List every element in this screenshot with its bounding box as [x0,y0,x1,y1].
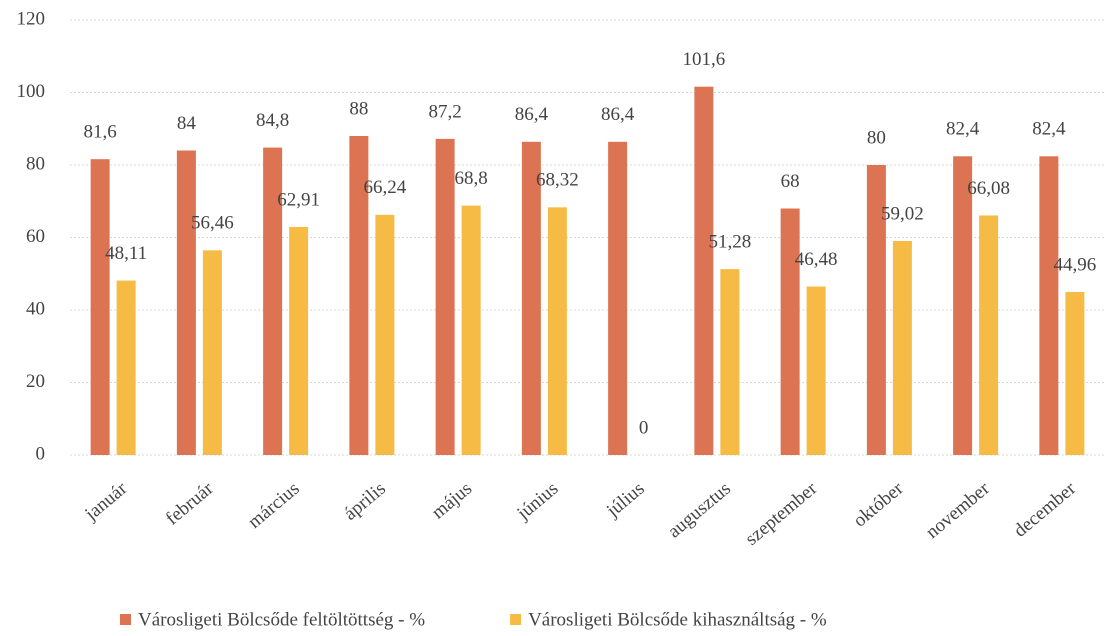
x-tick-label: július [602,478,649,522]
x-tick-label: május [428,478,476,523]
data-label: 46,48 [795,249,838,270]
bar [1039,156,1059,456]
data-label: 0 [639,417,649,438]
legend-label: Városligeti Bölcsőde kihasználtság - % [528,609,827,630]
bar [289,226,309,455]
y-tick-label: 100 [17,81,46,102]
bar [202,250,222,455]
x-tick-label: december [1010,478,1081,542]
data-label: 66,24 [364,177,407,198]
y-tick-label: 40 [26,298,45,319]
bar [461,205,481,455]
bar [349,136,369,455]
data-label: 86,4 [515,104,549,125]
bar [892,241,912,455]
bar [953,156,973,456]
x-tick-label: november [922,478,994,543]
data-label: 82,4 [946,119,980,140]
data-label: 68,8 [455,168,488,189]
y-tick-label: 80 [26,153,45,174]
data-label: 44,96 [1054,254,1097,275]
data-label: 59,02 [881,203,924,224]
bar [608,141,628,456]
data-label: 84 [177,113,197,134]
x-tick-label: március [244,478,304,533]
data-label: 82,4 [1032,119,1066,140]
y-tick-label: 0 [36,443,46,464]
bar [176,150,196,455]
x-tick-label: június [513,478,563,525]
y-tick-label: 60 [26,226,45,247]
x-tick-label: augusztus [664,478,735,542]
bar [375,214,395,455]
bar [979,215,999,455]
bar [263,147,283,455]
data-label: 48,11 [105,243,147,264]
data-label: 81,6 [84,122,117,143]
legend-label: Városligeti Bölcsőde feltöltöttség - % [138,609,425,630]
data-label: 86,4 [601,104,635,125]
data-label: 56,46 [191,213,234,234]
data-label: 88 [349,98,368,119]
x-tick-label: január [81,478,132,526]
legend-swatch [510,614,522,625]
y-tick-label: 120 [17,8,46,29]
data-label: 80 [867,127,886,148]
bar [435,138,455,455]
bar [694,86,714,455]
data-label: 84,8 [256,110,289,131]
bar [521,141,541,456]
bar [547,207,567,455]
data-label: 66,08 [967,178,1010,199]
data-label: 101,6 [683,49,726,70]
bar [720,269,740,455]
bar [1065,292,1085,455]
y-tick-label: 20 [26,371,45,392]
data-label: 51,28 [709,231,752,252]
bar [116,280,136,455]
x-tick-label: február [162,478,218,530]
bar [806,286,826,455]
data-label: 87,2 [429,101,462,122]
data-label: 68 [781,171,800,192]
x-tick-label: szeptember [741,478,821,550]
legend-swatch [120,614,131,625]
x-tick-label: október [849,478,907,532]
data-label: 62,91 [277,189,320,210]
x-tick-label: április [340,478,390,525]
bar [90,159,110,455]
data-label: 68,32 [536,170,579,191]
bar [780,208,800,455]
bar [866,165,886,455]
